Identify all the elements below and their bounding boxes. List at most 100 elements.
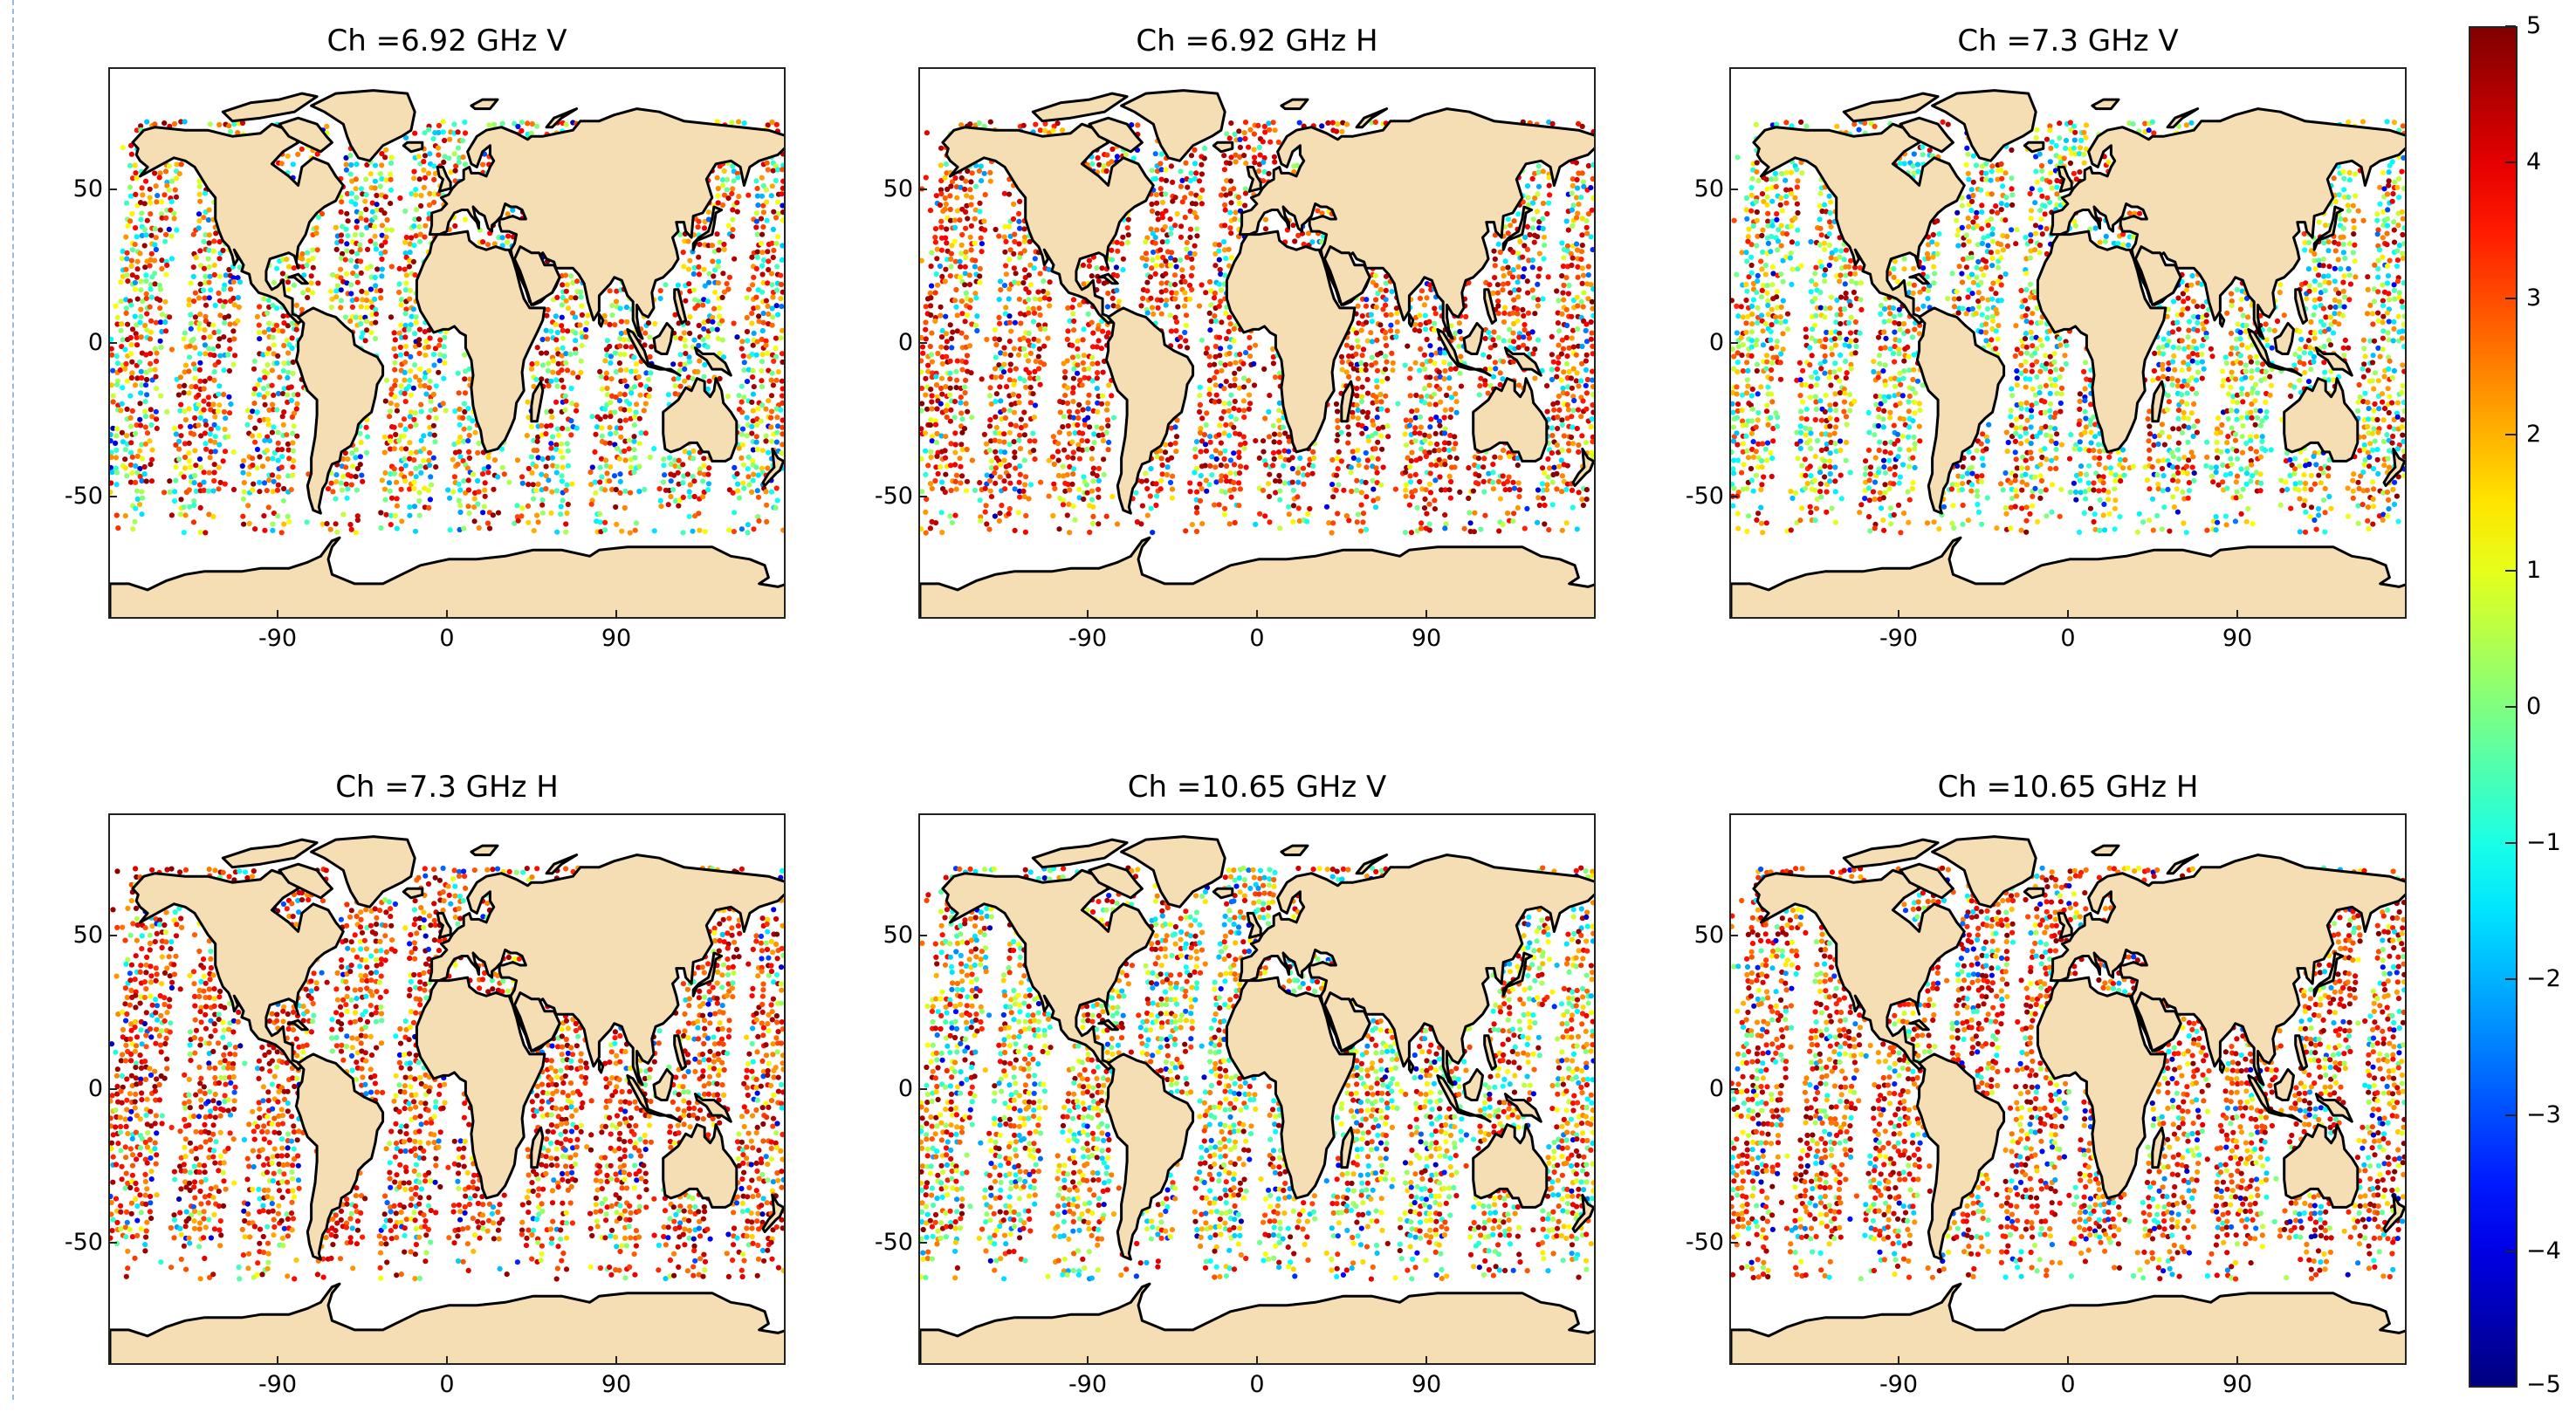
observation-point — [1041, 278, 1046, 284]
observation-point — [979, 376, 985, 381]
observation-point — [1089, 489, 1095, 494]
observation-point — [1037, 297, 1042, 302]
observation-point — [1412, 488, 1418, 493]
observation-point — [1310, 449, 1315, 455]
observation-point — [1578, 257, 1583, 262]
observation-point — [751, 526, 756, 531]
observation-point — [983, 192, 988, 197]
observation-point — [1443, 408, 1448, 413]
observation-point — [666, 502, 671, 507]
observation-point — [348, 162, 354, 168]
observation-point — [482, 488, 487, 493]
observation-point — [339, 238, 344, 243]
observation-point — [1267, 393, 1272, 398]
observation-point — [1164, 298, 1169, 303]
observation-point — [1267, 472, 1272, 477]
observation-point — [1086, 312, 1091, 317]
observation-point — [1590, 299, 1595, 305]
observation-point — [358, 321, 363, 326]
observation-point — [290, 335, 295, 340]
observation-point — [711, 306, 717, 312]
observation-point — [122, 367, 127, 372]
observation-point — [1329, 482, 1335, 487]
observation-point — [607, 322, 612, 327]
observation-point — [1095, 375, 1100, 380]
observation-point — [207, 240, 212, 245]
observation-point — [1571, 398, 1577, 403]
observation-point — [143, 179, 148, 184]
observation-point — [1364, 367, 1369, 373]
observation-point — [1446, 386, 1452, 391]
observation-point — [1178, 168, 1183, 174]
observation-point — [969, 415, 974, 420]
observation-point — [972, 216, 978, 222]
observation-point — [382, 497, 388, 503]
observation-point — [382, 435, 388, 440]
observation-point — [643, 401, 649, 406]
observation-point — [396, 281, 402, 286]
observation-point — [274, 323, 279, 328]
observation-point — [1041, 344, 1047, 349]
observation-point — [779, 450, 784, 456]
observation-point — [1276, 140, 1281, 145]
observation-point — [609, 312, 615, 318]
observation-point — [222, 409, 227, 415]
observation-point — [457, 503, 463, 508]
observation-point — [1226, 315, 1232, 320]
observation-point — [426, 415, 431, 420]
observation-point — [1384, 297, 1389, 302]
observation-point — [223, 427, 228, 432]
observation-point — [943, 456, 948, 461]
observation-point — [920, 456, 924, 462]
observation-point — [764, 298, 769, 304]
observation-point — [285, 279, 291, 284]
observation-point — [436, 145, 441, 150]
observation-point — [197, 379, 203, 384]
observation-point — [486, 122, 491, 127]
observation-point — [266, 298, 271, 303]
observation-point — [216, 344, 221, 349]
observation-point — [148, 200, 153, 205]
observation-point — [963, 319, 968, 324]
observation-point — [428, 474, 433, 479]
observation-point — [622, 505, 628, 511]
observation-point — [1561, 255, 1566, 260]
observation-point — [751, 343, 756, 348]
observation-point — [1527, 232, 1532, 237]
observation-point — [277, 374, 282, 380]
observation-point — [989, 458, 994, 463]
observation-point — [1115, 154, 1120, 159]
observation-point — [519, 474, 525, 479]
observation-point — [168, 234, 174, 239]
observation-point — [135, 497, 141, 502]
observation-point — [754, 440, 759, 445]
observation-point — [735, 488, 740, 493]
observation-point — [756, 518, 761, 524]
observation-point — [1588, 185, 1593, 190]
observation-point — [1344, 121, 1350, 127]
observation-point — [1556, 464, 1562, 470]
observation-point — [176, 456, 182, 462]
observation-point — [1012, 410, 1017, 415]
observation-point — [1403, 470, 1408, 475]
observation-point — [952, 238, 958, 243]
observation-point — [211, 249, 216, 254]
observation-point — [568, 432, 574, 437]
observation-point — [1437, 423, 1442, 428]
observation-point — [769, 439, 774, 444]
observation-point — [1224, 463, 1229, 469]
observation-point — [1344, 343, 1350, 348]
observation-point — [262, 528, 267, 533]
observation-point — [1023, 474, 1028, 479]
observation-point — [133, 506, 138, 511]
observation-point — [745, 295, 750, 300]
observation-point — [1556, 328, 1562, 333]
observation-point — [1417, 328, 1422, 333]
observation-point — [417, 513, 422, 518]
observation-point — [978, 266, 983, 271]
observation-point — [198, 282, 203, 287]
observation-point — [1375, 470, 1380, 476]
observation-point — [1491, 374, 1496, 380]
observation-point — [936, 471, 941, 476]
observation-point — [1219, 368, 1224, 374]
